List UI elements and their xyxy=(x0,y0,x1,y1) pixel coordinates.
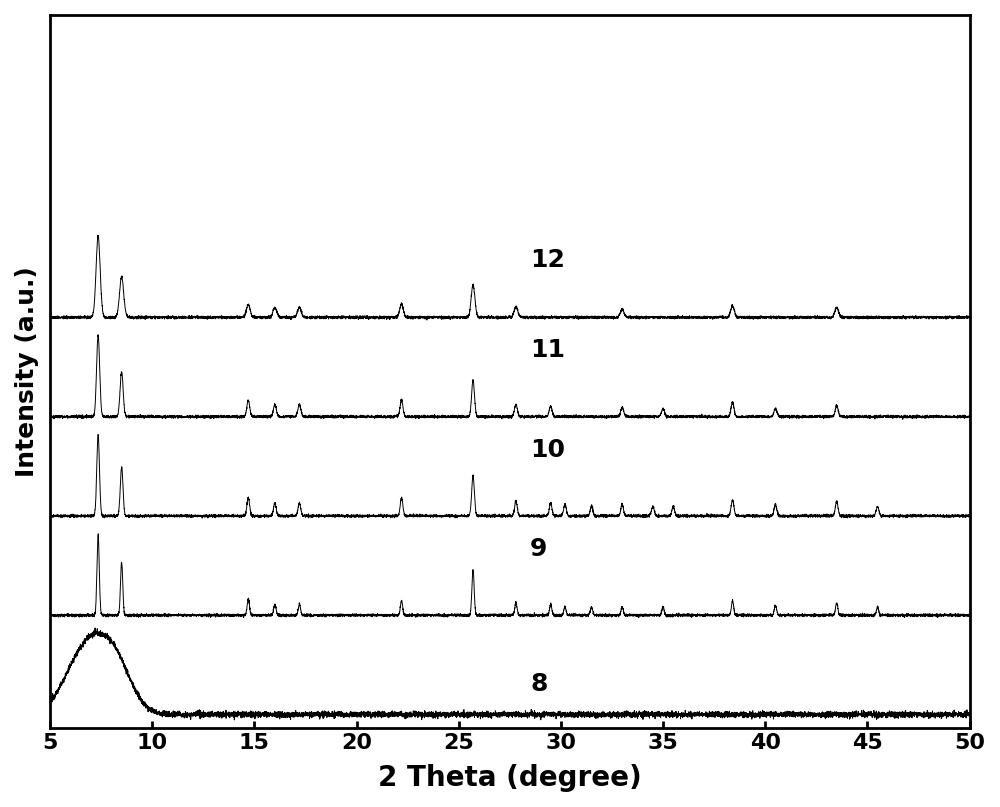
Y-axis label: Intensity (a.u.): Intensity (a.u.) xyxy=(15,266,39,477)
Text: 9: 9 xyxy=(530,537,548,561)
Text: 11: 11 xyxy=(530,338,565,362)
Text: 10: 10 xyxy=(530,437,565,462)
Text: 8: 8 xyxy=(530,672,548,696)
Text: 12: 12 xyxy=(530,249,565,272)
X-axis label: 2 Theta (degree): 2 Theta (degree) xyxy=(378,764,642,792)
